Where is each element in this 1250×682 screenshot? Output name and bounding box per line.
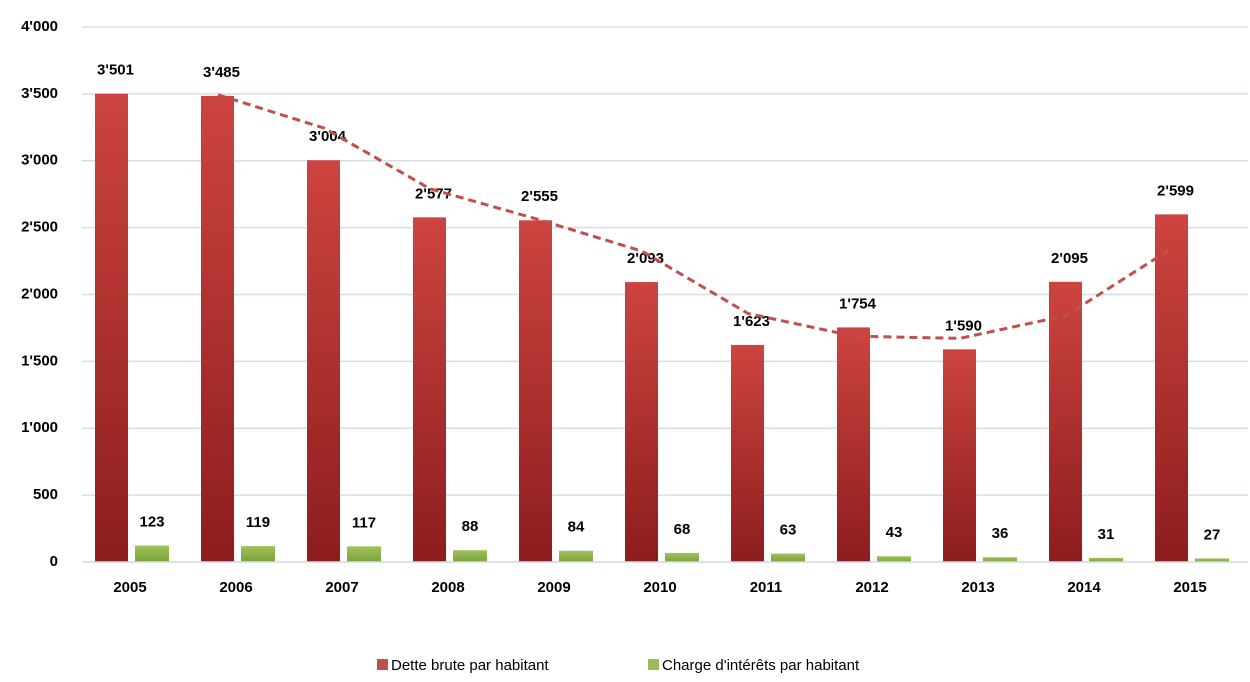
data-label: 3'485	[203, 64, 240, 81]
data-label: 27	[1204, 526, 1221, 543]
data-label: 123	[139, 514, 164, 531]
data-label: 2'577	[415, 185, 452, 202]
bar	[1195, 558, 1229, 562]
x-tick-label: 2008	[431, 579, 464, 596]
bar	[347, 546, 381, 562]
x-tick-label: 2005	[113, 579, 146, 596]
x-tick-label: 2010	[643, 579, 676, 596]
bar	[135, 545, 169, 562]
data-label: 3'004	[309, 128, 347, 145]
x-tick-label: 2014	[1067, 579, 1101, 596]
bar	[731, 344, 764, 562]
data-label: 1'590	[945, 317, 982, 334]
data-label: 88	[462, 518, 479, 535]
y-tick-label: 4'000	[21, 18, 58, 35]
y-tick-label: 0	[50, 553, 58, 570]
x-tick-label: 2015	[1173, 579, 1206, 596]
bar	[837, 327, 870, 562]
bar	[559, 550, 593, 562]
y-tick-label: 3'000	[21, 152, 58, 169]
data-label: 36	[992, 525, 1009, 542]
y-tick-label: 2'000	[21, 285, 58, 302]
bar	[307, 160, 340, 562]
data-label: 2'555	[521, 188, 558, 205]
data-label: 117	[352, 514, 376, 531]
bar	[95, 93, 128, 563]
bar	[453, 550, 487, 562]
bar	[519, 220, 552, 563]
data-label: 1'623	[733, 313, 770, 330]
legend-swatch	[377, 659, 388, 670]
legend-label: Charge d'intérêts par habitant	[662, 657, 860, 674]
x-tick-label: 2011	[750, 579, 783, 596]
bar	[877, 556, 911, 562]
y-tick-label: 500	[33, 486, 58, 503]
y-tick-label: 3'500	[21, 85, 58, 102]
bar	[983, 557, 1017, 562]
y-tick-label: 2'500	[21, 219, 58, 236]
y-tick-label: 1'500	[21, 352, 58, 369]
trend-line	[217, 93, 1173, 340]
bar	[201, 95, 234, 562]
x-tick-label: 2012	[855, 579, 888, 596]
data-label: 1'754	[839, 295, 877, 312]
bar	[241, 546, 275, 562]
legend-label: Dette brute par habitant	[391, 657, 549, 674]
bar	[665, 552, 699, 562]
bar	[1089, 557, 1123, 562]
y-tick-label: 1'000	[21, 419, 58, 436]
data-label: 3'501	[97, 62, 134, 79]
bar	[943, 349, 976, 562]
x-tick-label: 2013	[961, 579, 994, 596]
bar	[413, 217, 446, 563]
data-label: 43	[886, 524, 903, 541]
x-tick-label: 2006	[219, 579, 252, 596]
legend-swatch	[648, 659, 659, 670]
data-label: 31	[1098, 526, 1115, 543]
bar	[1049, 281, 1082, 562]
data-label: 119	[246, 514, 270, 531]
bar	[771, 553, 805, 562]
data-label: 2'095	[1051, 250, 1088, 267]
bar	[625, 282, 658, 562]
data-label: 2'093	[627, 250, 664, 267]
data-label: 68	[674, 521, 691, 538]
bar	[1155, 214, 1188, 563]
data-label: 2'599	[1157, 182, 1194, 199]
data-label: 63	[780, 522, 797, 539]
data-label: 84	[568, 519, 585, 536]
x-tick-label: 2007	[325, 579, 358, 596]
x-tick-label: 2009	[537, 579, 570, 596]
